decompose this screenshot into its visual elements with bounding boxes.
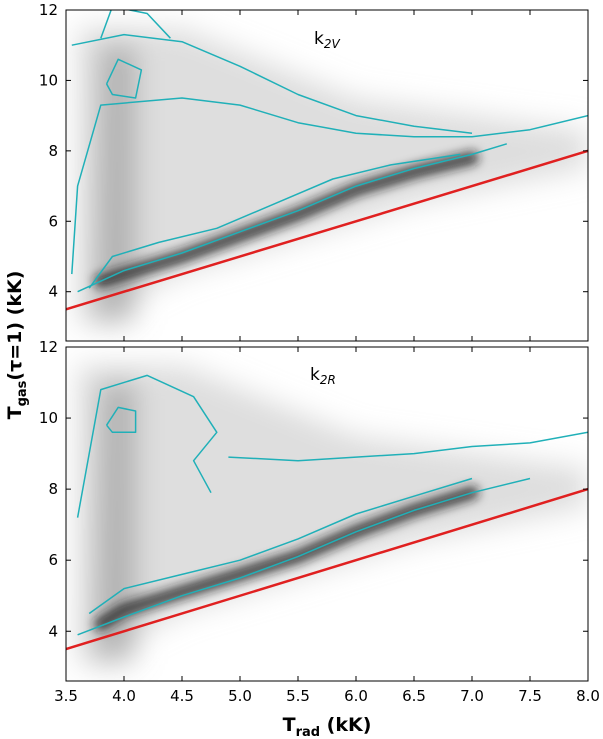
contour-line-3 <box>228 431 588 462</box>
x-tick-label: 6.5 <box>402 687 426 705</box>
density-column <box>95 45 136 327</box>
contour-line-2 <box>76 374 218 518</box>
y-tick-label: 6 <box>48 551 58 569</box>
contour-line-1 <box>88 477 473 615</box>
x-tick-label: 3.5 <box>54 687 78 705</box>
reference-line <box>66 149 588 311</box>
contour-line-3 <box>71 33 473 134</box>
panel-bottom-yticks: 4 6 8 10 12 <box>39 338 588 640</box>
y-tick-label: 10 <box>39 71 58 89</box>
density-column <box>95 382 136 667</box>
panel-top-reference <box>66 149 588 311</box>
density-ridge <box>93 150 479 289</box>
y-axis-title: Tgas(τ=1) (kK) <box>4 271 30 420</box>
x-tick-label: 4.0 <box>112 687 136 705</box>
contour-line-4 <box>105 406 137 434</box>
y-tick-label: 4 <box>48 283 58 301</box>
x-tick-label: 8.0 <box>576 687 600 705</box>
contour-line-0 <box>77 143 508 293</box>
y-tick-label: 10 <box>39 409 58 427</box>
x-axis-ticks: 3.5 4.0 4.5 5.0 5.5 6.0 6.5 7.0 7.5 8.0 <box>54 347 600 705</box>
panel-top-yticks: 4 6 8 10 12 <box>39 1 589 341</box>
reference-line <box>66 487 588 651</box>
y-tick-label: 8 <box>48 480 58 498</box>
contour-line-4 <box>105 58 143 99</box>
y-tick-label: 4 <box>48 622 58 640</box>
panel-bottom: 4 6 8 10 12 3.5 4.0 4.5 5.0 5.5 6.0 6.5 7.0 7.5 8.0 k… <box>39 338 600 705</box>
y-tick-label: 6 <box>48 212 58 230</box>
panel-bottom-label: k2R <box>310 365 336 387</box>
contour-line-0 <box>77 477 531 636</box>
panel-bottom-reference <box>66 487 588 651</box>
panel-top-contours <box>71 10 588 293</box>
y-tick-label: 12 <box>39 338 58 356</box>
density-ridge-group <box>93 150 479 289</box>
panel-bottom-contours <box>76 374 588 636</box>
y-tick-label: 12 <box>39 1 58 19</box>
x-tick-label: 7.0 <box>460 687 484 705</box>
x-tick-label: 5.5 <box>286 687 310 705</box>
contour-line-2 <box>71 97 588 275</box>
contour-line-1 <box>88 153 461 289</box>
panel-top: 4 6 8 10 12 k2V <box>39 1 589 342</box>
x-tick-label: 4.5 <box>170 687 194 705</box>
panel-top-heatmap <box>77 27 588 327</box>
panel-top-label: k2V <box>314 29 340 51</box>
x-tick-label: 5.0 <box>228 687 252 705</box>
x-axis-title: Trad (kK) <box>283 714 372 739</box>
x-tick-label: 7.5 <box>518 687 542 705</box>
x-tick-label: 6.0 <box>344 687 368 705</box>
y-tick-label: 8 <box>48 142 58 160</box>
contour-line-5 <box>100 10 171 39</box>
